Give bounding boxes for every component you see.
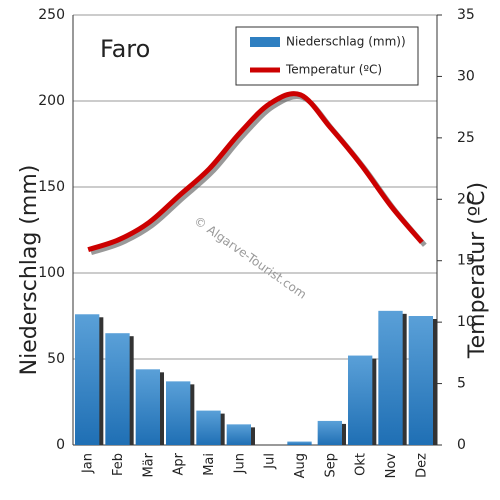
x-tick-label: Okt [354,453,369,476]
x-tick-label: Sep [323,453,338,478]
y2-tick-label: 20 [457,191,475,207]
y-axis-label: Niederschlag (mm) [17,165,42,376]
legend-swatch [250,37,280,47]
bar [378,310,403,445]
bar [287,441,312,445]
bar [348,355,373,445]
bar [196,410,221,445]
bar [75,314,100,445]
legend-label: Niederschlag (mm)) [286,35,406,49]
y2-tick-label: 0 [457,437,466,453]
line [87,91,424,253]
y2-tick-label: 10 [457,314,475,330]
x-tick-label: Jan [81,453,96,474]
legend-box [235,26,419,86]
bar [317,420,342,445]
y-tick-label: 250 [38,7,65,23]
x-tick-label: Mär [141,452,156,477]
x-tick-label: Mai [202,453,217,476]
bar [135,369,160,445]
x-tick-label: Apr [172,452,187,475]
x-tick-label: Jul [263,453,278,470]
y-tick-label: 100 [38,265,65,281]
y-tick-label: 0 [56,437,65,453]
y-tick-label: 200 [38,93,65,109]
chart-title: Faro [100,35,150,63]
bar [105,333,130,445]
bar [226,424,251,445]
y2-tick-label: 25 [457,130,475,146]
y2-tick-label: 30 [457,68,475,84]
x-tick-label: Jun [232,453,247,474]
y-tick-label: 150 [38,179,65,195]
y-tick-label: 50 [47,351,65,367]
legend-label: Temperatur (ºC) [285,63,382,77]
y2-tick-label: 15 [457,253,475,269]
watermark: © Algarve-Tourist.com [191,213,309,301]
bar [408,316,433,445]
x-tick-label: Dez [414,453,429,478]
y2-axis-label: Temperatur (ºC) [465,182,490,359]
x-tick-label: Aug [293,453,308,478]
x-tick-label: Feb [111,453,126,476]
y2-tick-label: 35 [457,7,475,23]
y2-tick-label: 5 [457,376,466,392]
x-tick-label: Nov [384,453,399,479]
bar [166,381,191,445]
